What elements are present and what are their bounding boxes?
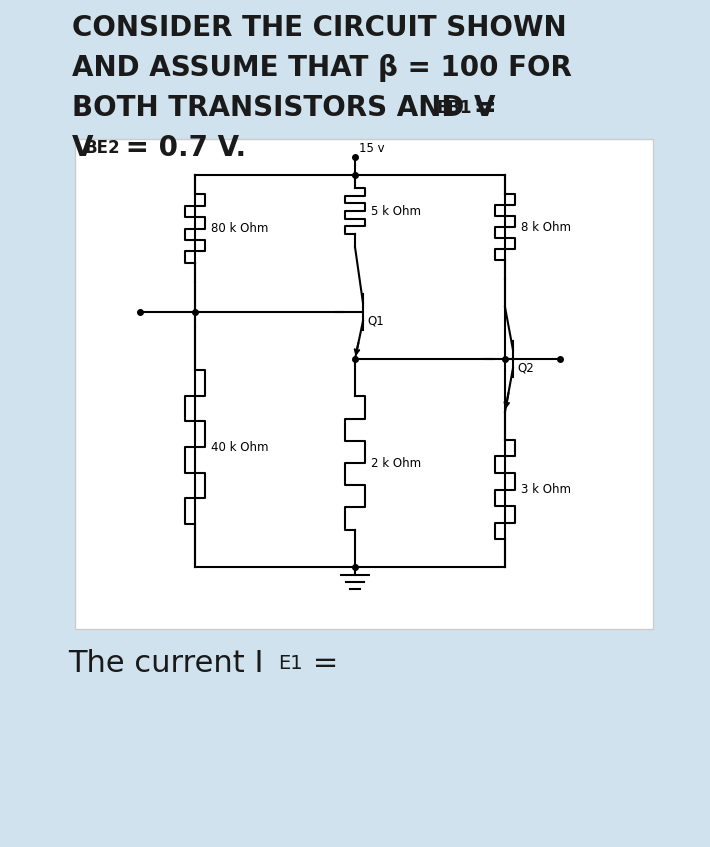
Text: =: =	[303, 649, 339, 678]
Text: 8 k Ohm: 8 k Ohm	[521, 220, 571, 234]
Text: EB1: EB1	[437, 99, 472, 117]
Text: CONSIDER THE CIRCUIT SHOWN: CONSIDER THE CIRCUIT SHOWN	[72, 14, 567, 42]
Text: The current I: The current I	[68, 649, 263, 678]
Text: 15 v: 15 v	[359, 142, 385, 155]
Text: = 0.7 V.: = 0.7 V.	[116, 134, 246, 162]
Bar	[75, 139, 653, 629]
Text: 40 k Ohm: 40 k Ohm	[211, 440, 268, 453]
Text: 80 k Ohm: 80 k Ohm	[211, 222, 268, 235]
Text: BOTH TRANSISTORS AND V: BOTH TRANSISTORS AND V	[72, 94, 496, 122]
Text: BE2: BE2	[84, 139, 119, 157]
Text: 2 k Ohm: 2 k Ohm	[371, 457, 421, 469]
Text: 5 k Ohm: 5 k Ohm	[371, 204, 421, 218]
Text: E1: E1	[278, 654, 302, 673]
Text: Q2: Q2	[517, 361, 534, 374]
Text: 3 k Ohm: 3 k Ohm	[521, 483, 571, 496]
Text: V: V	[72, 134, 94, 162]
Text: Q1: Q1	[367, 314, 383, 327]
Text: AND ASSUME THAT β = 100 FOR: AND ASSUME THAT β = 100 FOR	[72, 54, 572, 82]
Text: =: =	[464, 94, 497, 122]
